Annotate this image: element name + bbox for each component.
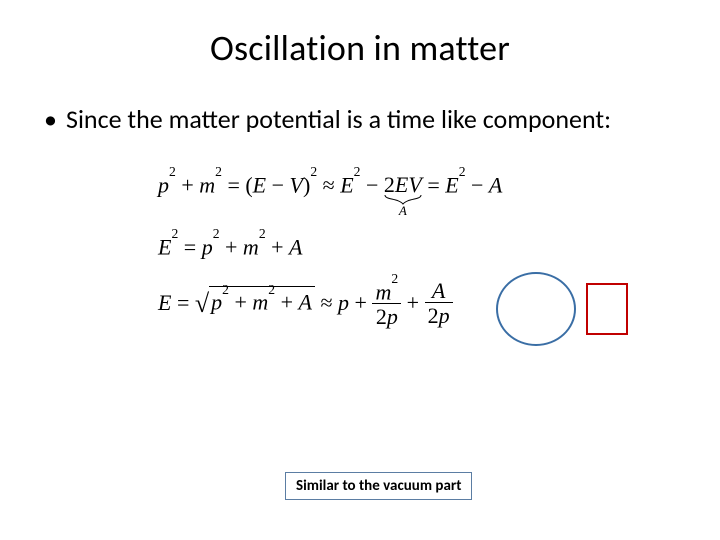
eq1-underbrace: 2EV A — [384, 172, 422, 198]
eq2-e2a: 2 — [171, 226, 178, 241]
eq3-f1dp: p — [387, 304, 398, 329]
eq3-frac1: m2 2p — [372, 280, 401, 330]
equation-row-3: E = √p2 + m2 + A ≈ p + m2 2p + A 2p — [158, 280, 676, 336]
eq3-f2A: A — [432, 278, 445, 303]
eq3-plus1: + — [349, 290, 372, 315]
highlight-circle — [496, 272, 576, 346]
eq3-f2d2: 2 — [428, 303, 439, 328]
eq2-A: A — [289, 234, 302, 259]
eq1-e2c: 2 — [310, 164, 317, 179]
eq1-p: p — [158, 172, 169, 197]
bullet-line: •Since the matter potential is a time li… — [44, 104, 676, 136]
caption-box: Similar to the vacuum part — [285, 472, 472, 500]
eq1-V: V — [290, 172, 303, 197]
eq1-minus2: − — [360, 172, 383, 197]
bullet-marker: • — [44, 104, 66, 136]
eq1-m: m — [199, 172, 215, 197]
highlight-redbox — [586, 283, 628, 335]
eq3-plus2: + — [407, 290, 425, 315]
eq3-f1m: m — [375, 279, 391, 304]
eq3-f1d2: 2 — [376, 304, 387, 329]
bullet-text: Since the matter potential is a time lik… — [66, 104, 656, 136]
eq3-rA: A — [299, 290, 312, 315]
eq2-p: p — [202, 234, 213, 259]
eq3-frac2: A 2p — [425, 280, 453, 328]
eq2-plus1: + — [220, 234, 243, 259]
eq1-underA: A — [399, 203, 407, 219]
eq3-re2a: 2 — [222, 282, 229, 297]
eq1-e2a: 2 — [169, 164, 176, 179]
eq3-frac2-den: 2p — [425, 302, 453, 328]
eq1-E1: E — [253, 172, 266, 197]
eq3-frac1-num: m2 — [372, 280, 401, 303]
eq3-sqrt: √p2 + m2 + A — [195, 286, 315, 316]
equation-row-2: E2 = p2 + m2 + A — [158, 234, 676, 268]
eq2-e2b: 2 — [213, 226, 220, 241]
eq2-plus2: + — [266, 234, 289, 259]
eq2-e2c: 2 — [259, 226, 266, 241]
eq1-Aend: A — [489, 172, 502, 197]
eq2-m: m — [243, 234, 259, 259]
eq1-E2: E — [340, 172, 353, 197]
radical-icon: √ — [195, 289, 209, 318]
eq3-rplus1: + — [229, 290, 252, 315]
slide: Oscillation in matter •Since the matter … — [0, 0, 720, 540]
eq3-f1e2: 2 — [391, 271, 398, 286]
eq1-eq1: = ( — [222, 172, 253, 197]
eq1-e2b: 2 — [215, 164, 222, 179]
eq3-frac1-den: 2p — [372, 303, 401, 329]
eq3-p2: p — [338, 290, 349, 315]
eq1-minus1: − — [266, 172, 289, 197]
eq1-approx: ≈ — [317, 172, 340, 197]
eq3-rm: m — [252, 290, 268, 315]
eq3-re2b: 2 — [268, 282, 275, 297]
eq2-E: E — [158, 234, 171, 259]
eq3-rp: p — [211, 290, 222, 315]
eq3-frac2-num: A — [425, 280, 453, 302]
eq3-approx: ≈ — [320, 290, 338, 315]
eq3-rplus2: + — [275, 290, 298, 315]
eq1-minus3: − — [466, 172, 489, 197]
eq3-f2dp: p — [439, 303, 450, 328]
eq1-eq2: = — [422, 172, 445, 197]
eq3-radicand: p2 + m2 + A — [209, 286, 315, 315]
page-title: Oscillation in matter — [44, 26, 676, 70]
eq1-plus1: + — [176, 172, 199, 197]
equation-area: p2 + m2 = (E − V)2 ≈ E2 − 2EV A = E2 − A… — [158, 172, 676, 336]
eq3-eq: = — [171, 290, 194, 315]
eq1-e2d: 2 — [354, 164, 361, 179]
eq1-E3: E — [445, 172, 458, 197]
eq3-E: E — [158, 290, 171, 315]
equation-row-1: p2 + m2 = (E − V)2 ≈ E2 − 2EV A = E2 − A — [158, 172, 676, 212]
eq1-e2e: 2 — [459, 164, 466, 179]
eq2-eq: = — [178, 234, 201, 259]
